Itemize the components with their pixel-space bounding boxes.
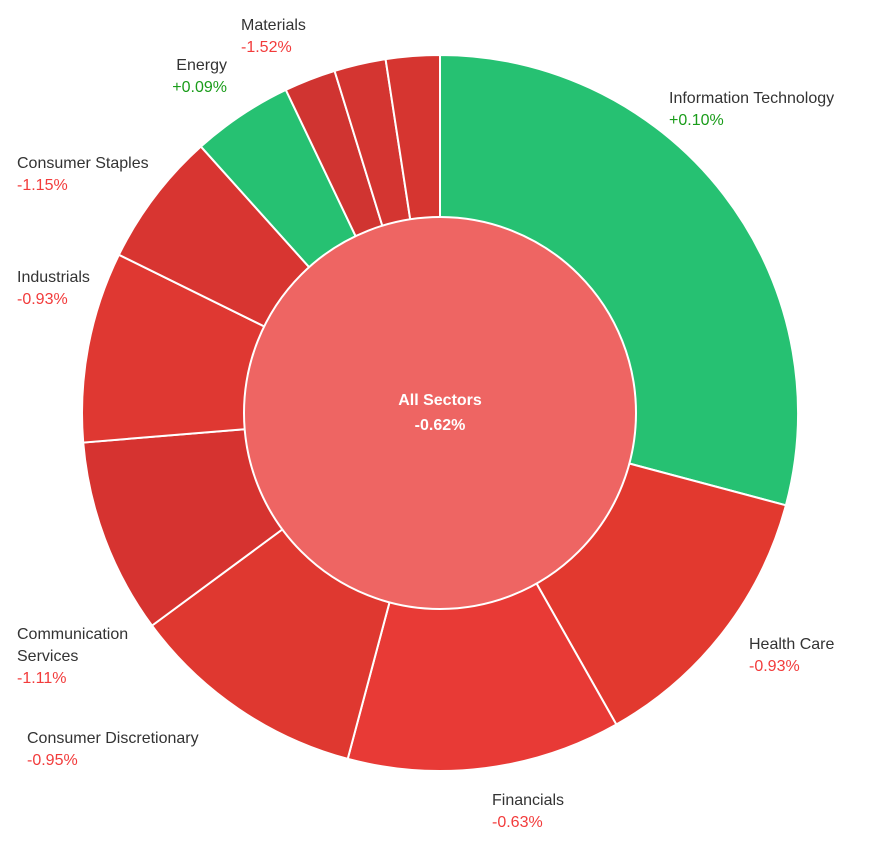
label-information-technology: Information Technology +0.10% bbox=[669, 90, 834, 129]
sector-change: -0.93% bbox=[17, 291, 68, 308]
center-circle[interactable] bbox=[243, 216, 637, 610]
label-financials: Financials -0.63% bbox=[492, 792, 564, 831]
label-materials: Materials -1.52% bbox=[241, 17, 306, 56]
sector-name: Health Care bbox=[749, 636, 834, 653]
sector-change: +0.09% bbox=[172, 79, 227, 96]
sector-change: -1.15% bbox=[17, 177, 68, 194]
label-communication-services: Communication Services -1.11% bbox=[17, 626, 128, 687]
sector-name: Energy bbox=[176, 57, 227, 74]
sector-change: -0.93% bbox=[749, 658, 800, 675]
sector-change: -1.52% bbox=[241, 39, 292, 56]
center-label: All Sectors bbox=[398, 392, 482, 409]
label-industrials: Industrials -0.93% bbox=[17, 269, 90, 308]
center-value: -0.62% bbox=[415, 417, 466, 434]
sector-labels: Information Technology +0.10% Health Care -… bbox=[17, 17, 834, 831]
sector-name: Consumer Staples bbox=[17, 155, 149, 172]
sector-name: Communication bbox=[17, 626, 128, 643]
label-energy: Energy +0.09% bbox=[172, 57, 227, 96]
label-health-care: Health Care -0.93% bbox=[749, 636, 834, 675]
sector-name: Services bbox=[17, 648, 78, 665]
sector-name: Information Technology bbox=[669, 90, 834, 107]
sector-name: Industrials bbox=[17, 269, 90, 286]
sector-change: -1.11% bbox=[17, 670, 67, 687]
sector-name: Materials bbox=[241, 17, 306, 34]
sector-change: +0.10% bbox=[669, 112, 724, 129]
sector-change: -0.95% bbox=[27, 752, 78, 769]
sector-name: Financials bbox=[492, 792, 564, 809]
sector-change: -0.63% bbox=[492, 814, 543, 831]
sector-name: Consumer Discretionary bbox=[27, 730, 199, 747]
label-consumer-staples: Consumer Staples -1.15% bbox=[17, 155, 149, 194]
label-consumer-discretionary: Consumer Discretionary -0.95% bbox=[27, 730, 199, 769]
